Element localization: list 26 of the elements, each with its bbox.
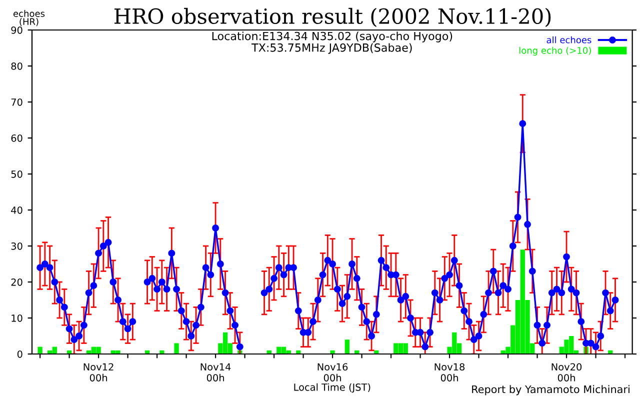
y-tick-label: 0 bbox=[17, 350, 22, 358]
text: Location:E134.34 N35.02 (sayo-cho Hyogo) TX:53.75MHz JA9YDB(Sabae) bbox=[212, 32, 452, 54]
x-tick-label: Nov20 00h bbox=[552, 363, 582, 382]
y-tick-label: 70 bbox=[11, 98, 22, 106]
legend-label: long echo (>10) bbox=[519, 46, 591, 56]
x-tick-label: Nov14 00h bbox=[200, 363, 231, 382]
y-tick-label: 10 bbox=[12, 314, 22, 322]
y-tick-label: 30 bbox=[11, 242, 22, 250]
bar bbox=[38, 346, 42, 354]
y-tick-label: 80 bbox=[11, 62, 22, 70]
x-axis-title: Local Time (JST) bbox=[294, 383, 370, 393]
text: Report by Yamamoto Michinari bbox=[472, 385, 630, 396]
bar bbox=[330, 350, 335, 354]
bar bbox=[344, 340, 350, 354]
y-tick-label: 60 bbox=[11, 134, 22, 142]
y-tick-label: 50 bbox=[11, 170, 22, 178]
chart-title: HRO observation result (2002 Nov.11-20) bbox=[114, 8, 551, 27]
x-tick-label: Nov18 00h bbox=[434, 363, 465, 382]
y-tick-label: 90 bbox=[11, 26, 22, 34]
bar bbox=[174, 343, 179, 354]
y-tick-label: 20 bbox=[11, 278, 22, 286]
y-tick-label: 40 bbox=[11, 206, 22, 214]
x-tick-label: Nov16 00h bbox=[318, 363, 348, 382]
legend-label: all echoes bbox=[546, 36, 592, 44]
x-tick-label: Nov12 00h bbox=[84, 363, 114, 382]
y-axis-title: echoes (HR) bbox=[13, 10, 45, 26]
